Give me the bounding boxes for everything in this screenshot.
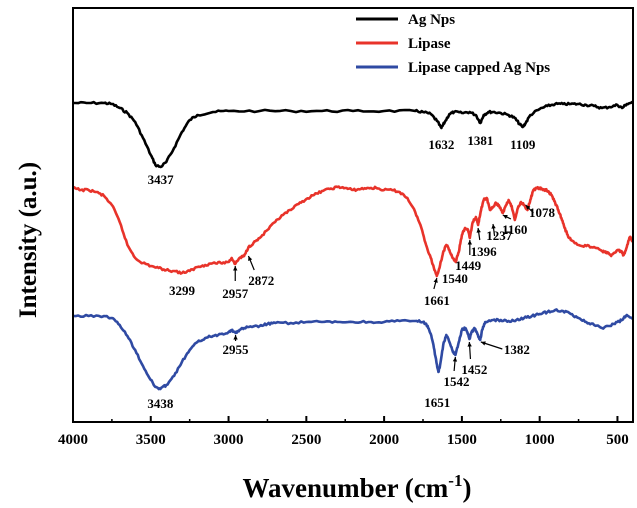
peak-label: 1542 xyxy=(443,374,469,389)
x-tick-label: 3500 xyxy=(136,432,166,448)
peak-label: 1078 xyxy=(529,205,556,220)
peak-label: 2955 xyxy=(223,342,250,357)
series-line-3 xyxy=(72,308,634,391)
peak-arrowhead xyxy=(233,266,238,271)
legend-entry: Ag Nps xyxy=(408,12,455,28)
peak-arrowhead xyxy=(525,205,531,210)
peak-label: 1381 xyxy=(467,133,493,148)
peak-arrowhead xyxy=(467,240,472,245)
peak-label: 2872 xyxy=(248,273,274,288)
peak-label: 1382 xyxy=(504,342,530,357)
x-tick-label: 4000 xyxy=(58,432,88,448)
plot-frame xyxy=(72,7,634,423)
x-tick-label: 1500 xyxy=(447,432,477,448)
peak-label: 1237 xyxy=(486,228,513,243)
peak-arrowhead xyxy=(433,278,438,283)
x-tick-label: 3000 xyxy=(214,432,244,448)
legend-entry: Lipase capped Ag Nps xyxy=(408,60,550,76)
peak-label: 1452 xyxy=(461,362,487,377)
peak-label: 1661 xyxy=(424,293,450,308)
x-tick-label: 500 xyxy=(606,432,629,448)
peak-label: 3438 xyxy=(147,396,174,411)
series-layer xyxy=(72,100,634,391)
series-line-2 xyxy=(72,185,634,278)
x-axis-label-close: ) xyxy=(462,473,471,503)
y-axis-label: Intensity (a.u.) xyxy=(15,162,42,318)
peak-arrowhead xyxy=(452,357,458,362)
peak-arrowhead xyxy=(491,224,496,229)
peak-label: 1449 xyxy=(455,258,482,273)
peak-label: 1632 xyxy=(428,137,454,152)
peak-label: 1396 xyxy=(471,244,498,259)
series-line-1 xyxy=(73,100,634,169)
peak-label: 1540 xyxy=(442,271,468,286)
peak-label: 1160 xyxy=(502,222,527,237)
peak-arrowhead xyxy=(476,228,481,233)
x-tick-label: 2000 xyxy=(369,432,399,448)
x-tick-label: 1000 xyxy=(525,432,555,448)
x-tick-label: 2500 xyxy=(291,432,321,448)
peak-arrowhead xyxy=(480,341,486,346)
peak-label: 3299 xyxy=(169,283,196,298)
peak-arrowhead xyxy=(233,335,238,340)
peak-label: 3437 xyxy=(148,172,175,187)
x-axis-ticks: 4000 3500 3000 2500 2000 1500 1000 500 xyxy=(58,416,629,448)
peak-arrowhead xyxy=(502,215,508,219)
peak-arrowhead xyxy=(248,256,253,261)
x-axis-label-superscript: -1 xyxy=(448,471,462,490)
legend-entry: Lipase xyxy=(408,36,451,52)
peak-arrowhead xyxy=(467,342,472,347)
x-axis-label: Wavenumber (cm-1) xyxy=(243,471,472,503)
x-axis-label-main: Wavenumber (cm xyxy=(243,473,449,503)
legend: Ag Nps Lipase Lipase capped Ag Nps xyxy=(356,12,550,76)
peak-label: 2957 xyxy=(222,286,249,301)
peak-label: 1109 xyxy=(510,137,536,152)
peak-label: 1651 xyxy=(424,395,450,410)
